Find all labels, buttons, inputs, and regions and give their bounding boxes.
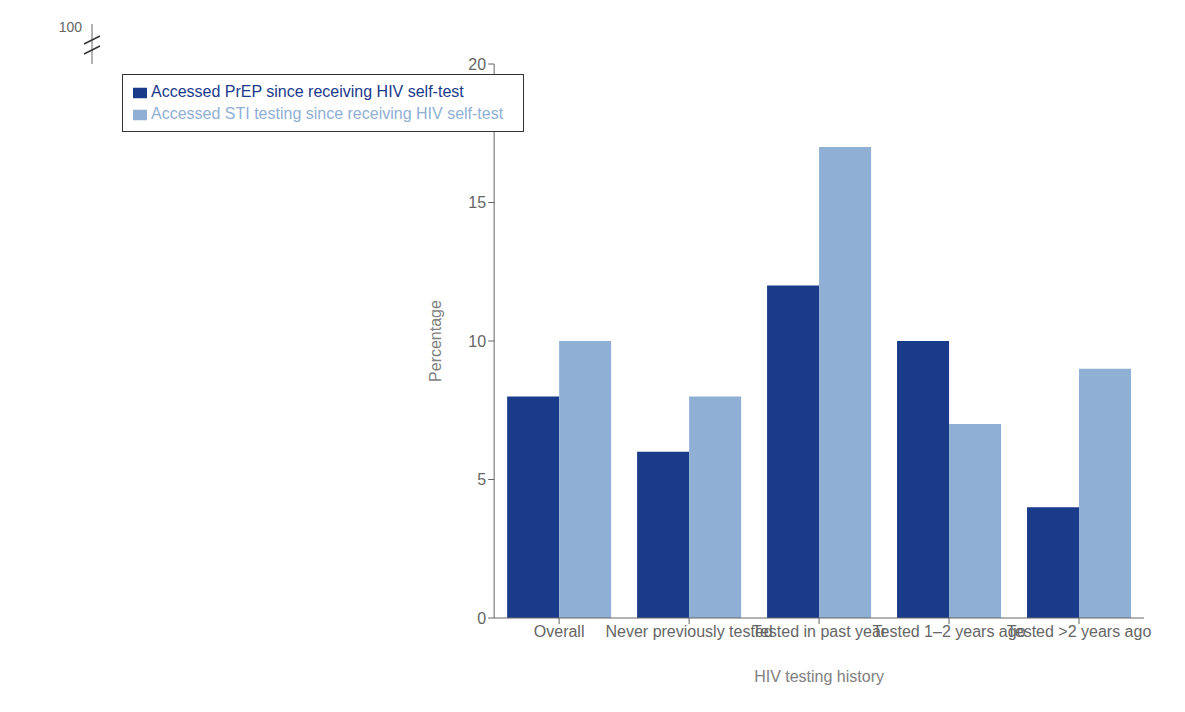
svg-text:5: 5 xyxy=(477,471,486,488)
svg-text:100: 100 xyxy=(59,19,83,35)
svg-text:Tested >2 years ago: Tested >2 years ago xyxy=(1007,623,1152,640)
svg-text:HIV testing history: HIV testing history xyxy=(754,668,884,685)
svg-text:0: 0 xyxy=(477,610,486,627)
svg-text:Tested 1–2 years ago: Tested 1–2 years ago xyxy=(873,623,1026,640)
svg-text:10: 10 xyxy=(468,333,486,350)
svg-text:Never previously tested: Never previously tested xyxy=(606,623,773,640)
svg-text:Percentage: Percentage xyxy=(427,300,444,382)
svg-text:Overall: Overall xyxy=(534,623,585,640)
html-text:Accessed STI testing since rec: Accessed STI testing since receiving HIV… xyxy=(151,105,504,122)
svg-text:Tested in past year: Tested in past year xyxy=(752,623,887,640)
html-text:Accessed PrEP since receiving: Accessed PrEP since receiving HIV self-t… xyxy=(151,83,464,100)
svg-text:20: 20 xyxy=(468,56,486,73)
svg-text:15: 15 xyxy=(468,194,486,211)
